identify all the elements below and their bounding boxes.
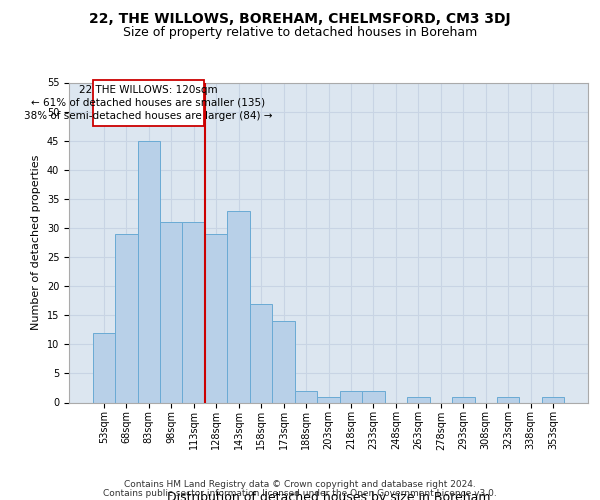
Text: Contains HM Land Registry data © Crown copyright and database right 2024.: Contains HM Land Registry data © Crown c… bbox=[124, 480, 476, 489]
Y-axis label: Number of detached properties: Number of detached properties bbox=[31, 155, 41, 330]
Bar bbox=[227, 210, 250, 402]
Bar bbox=[340, 391, 362, 402]
Bar bbox=[160, 222, 182, 402]
Bar bbox=[497, 396, 520, 402]
Bar bbox=[317, 396, 340, 402]
Bar bbox=[92, 80, 204, 126]
Text: 22 THE WILLOWS: 120sqm
← 61% of detached houses are smaller (135)
38% of semi-de: 22 THE WILLOWS: 120sqm ← 61% of detached… bbox=[24, 84, 272, 121]
Text: Size of property relative to detached houses in Boreham: Size of property relative to detached ho… bbox=[123, 26, 477, 39]
Bar bbox=[272, 321, 295, 402]
Bar bbox=[542, 396, 565, 402]
Bar bbox=[182, 222, 205, 402]
Bar bbox=[250, 304, 272, 402]
Bar bbox=[92, 332, 115, 402]
Text: 22, THE WILLOWS, BOREHAM, CHELMSFORD, CM3 3DJ: 22, THE WILLOWS, BOREHAM, CHELMSFORD, CM… bbox=[89, 12, 511, 26]
X-axis label: Distribution of detached houses by size in Boreham: Distribution of detached houses by size … bbox=[167, 491, 490, 500]
Bar bbox=[452, 396, 475, 402]
Bar bbox=[205, 234, 227, 402]
Bar bbox=[362, 391, 385, 402]
Bar bbox=[115, 234, 137, 402]
Text: Contains public sector information licensed under the Open Government Licence v3: Contains public sector information licen… bbox=[103, 488, 497, 498]
Bar bbox=[407, 396, 430, 402]
Bar bbox=[295, 391, 317, 402]
Bar bbox=[137, 140, 160, 402]
